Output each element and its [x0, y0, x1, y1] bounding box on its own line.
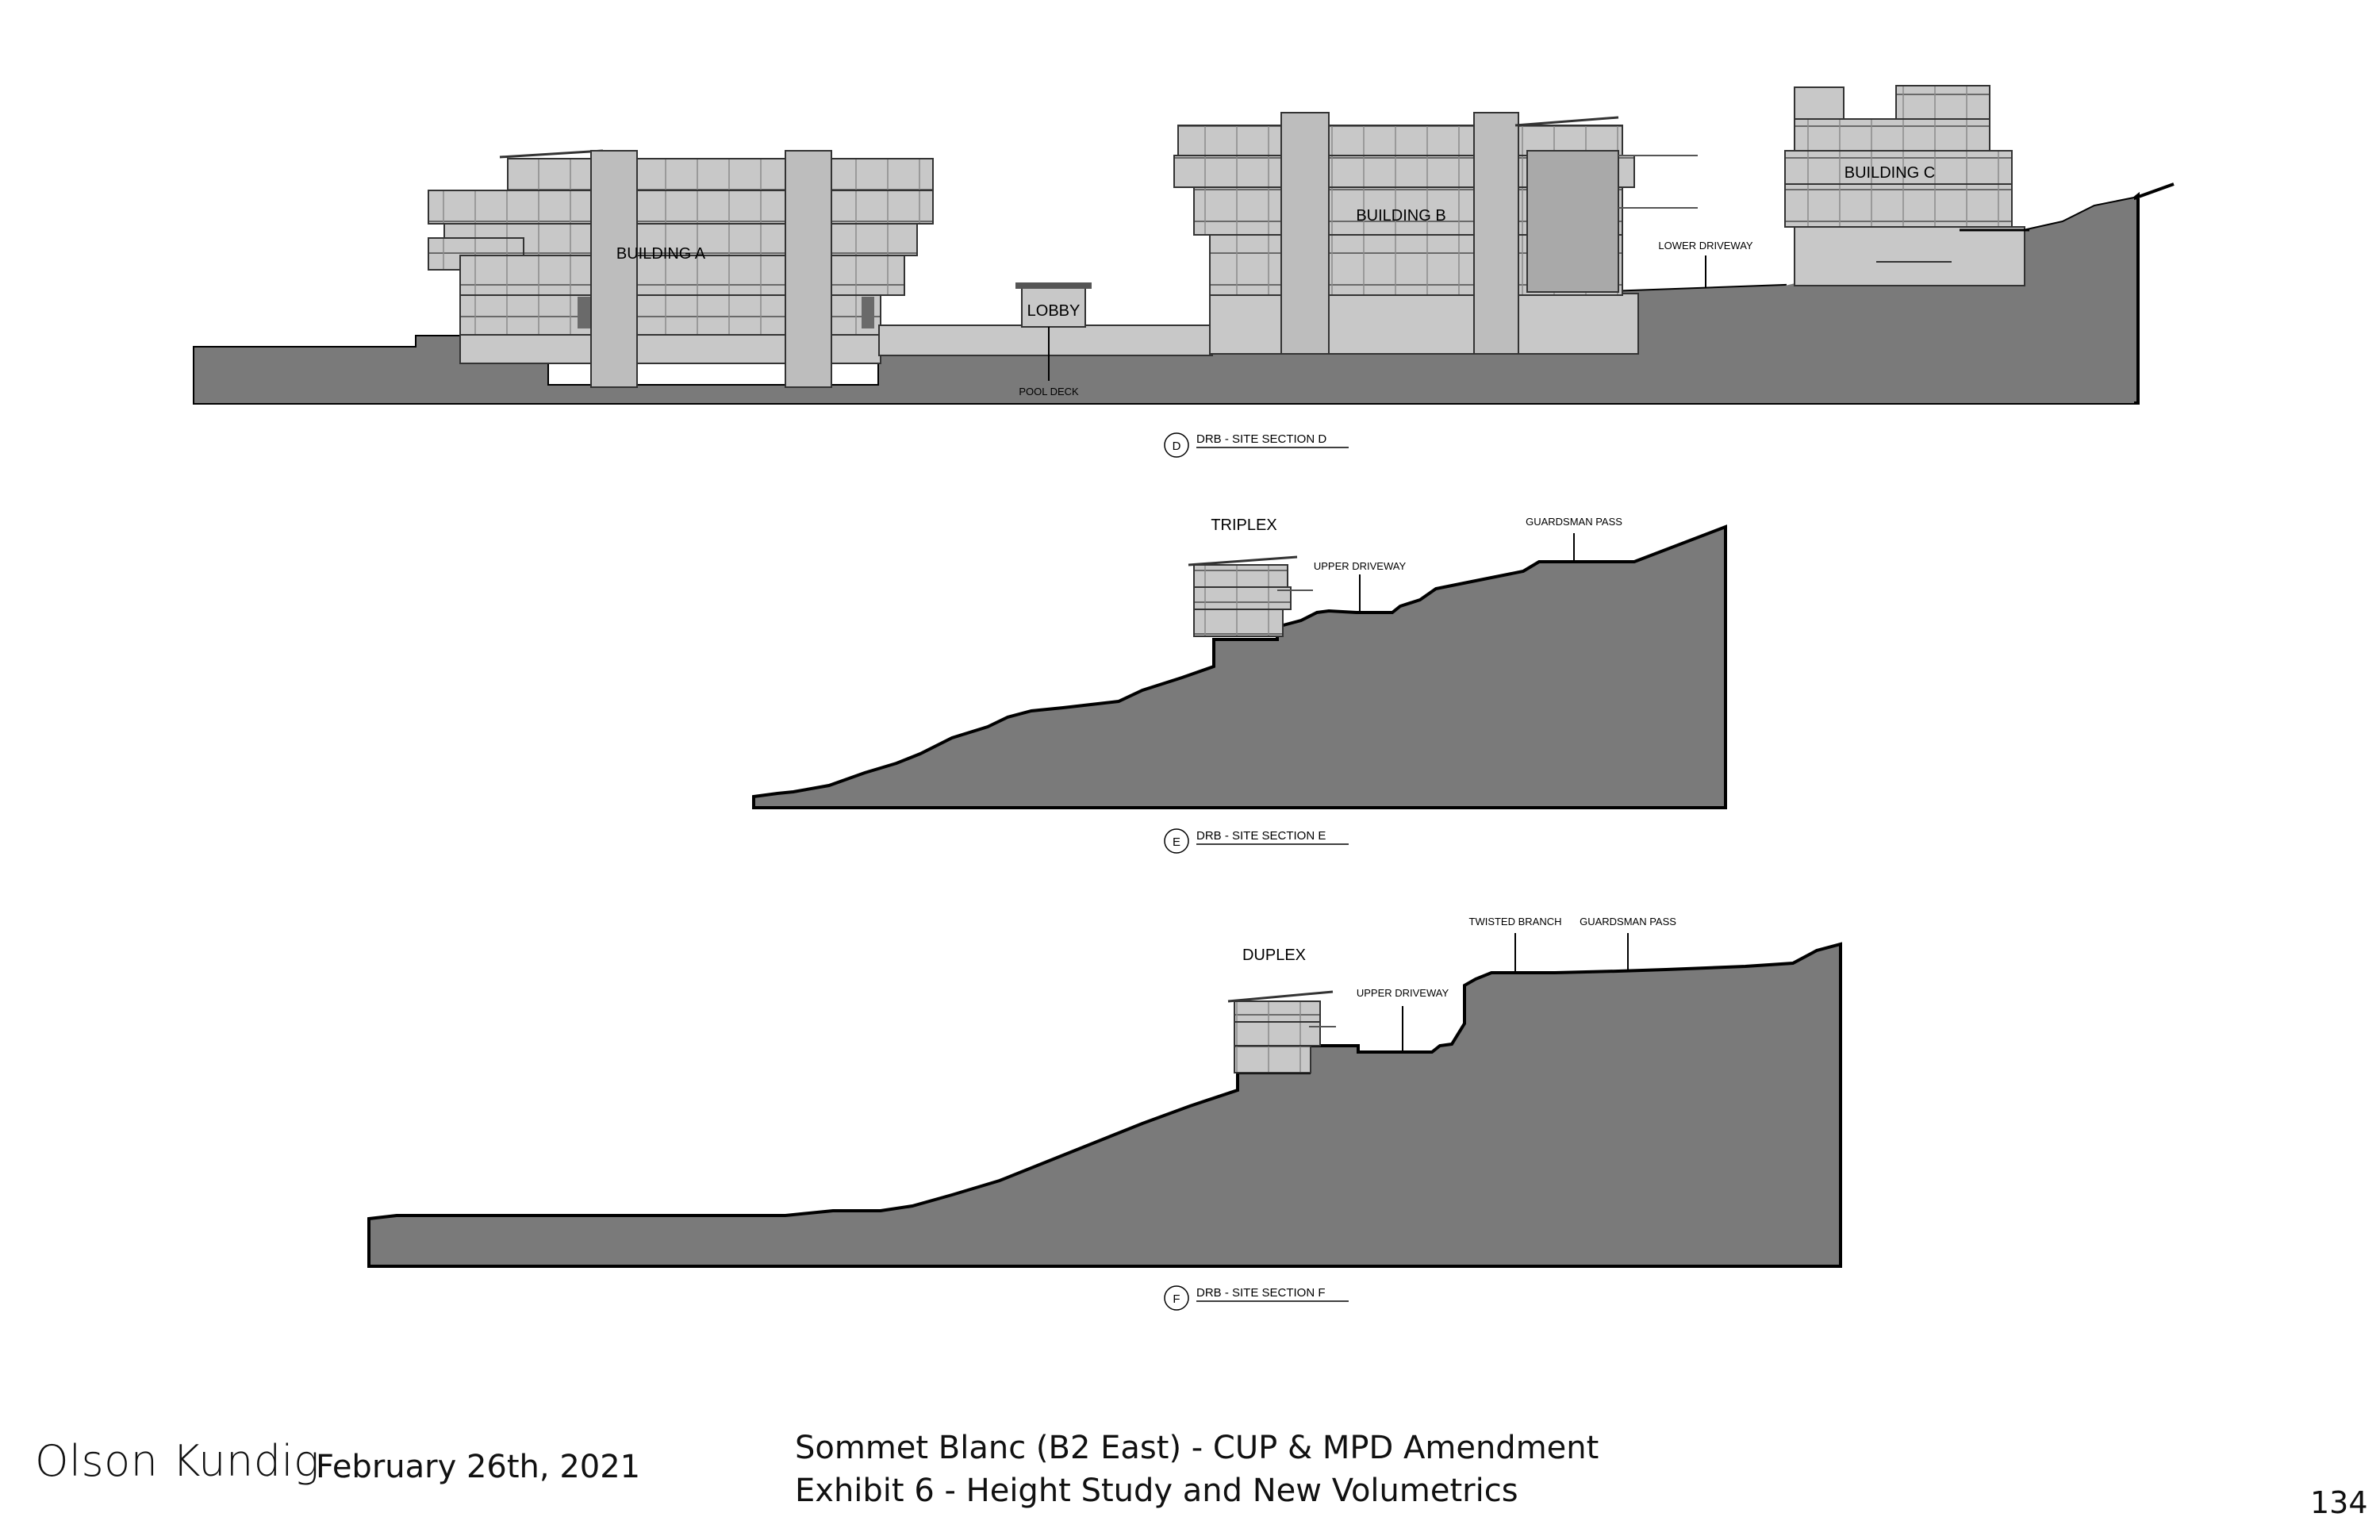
section-e-caption: DRB - SITE SECTION E: [1196, 829, 1326, 843]
triplex-building: [1188, 555, 1313, 637]
section-f-marker-letter: F: [1173, 1292, 1180, 1306]
label-pool-deck: POOL DECK: [1019, 386, 1079, 397]
label-building-a: BUILDING A: [616, 245, 706, 263]
section-f-marker: F DRB - SITE SECTION F: [1164, 1285, 1349, 1311]
site-section-e: TRIPLEX UPPER DRIVEWAY GUARDSMAN PASS E …: [752, 516, 1727, 854]
label-lobby: LOBBY: [1027, 302, 1081, 320]
building-c: [1784, 85, 2029, 286]
duplex-building: [1227, 990, 1336, 1073]
pool-deck-slab: [878, 325, 1213, 356]
section-d-caption: DRB - SITE SECTION D: [1196, 432, 1326, 446]
label-building-c: BUILDING C: [1844, 164, 1935, 182]
lobby-pavilion: [1015, 282, 1092, 381]
label-guardsman-pass-f: GUARDSMAN PASS: [1580, 916, 1676, 927]
exhibit-title: Exhibit 6 - Height Study and New Volumet…: [795, 1473, 1518, 1509]
label-upper-driveway-f: UPPER DRIVEWAY: [1357, 987, 1449, 999]
section-e-marker: E DRB - SITE SECTION E: [1164, 828, 1349, 854]
building-b: [1173, 112, 1698, 355]
section-d-ground-fill: [194, 198, 2134, 403]
page-number: 134: [2310, 1485, 2368, 1520]
site-section-d: BUILDING A BUILDING B BUILDING C LOBBY P…: [193, 85, 2175, 458]
project-title: Sommet Blanc (B2 East) - CUP & MPD Amend…: [795, 1430, 1599, 1466]
sheet-date: February 26th, 2021: [316, 1449, 641, 1485]
label-twisted-branch: TWISTED BRANCH: [1469, 916, 1562, 927]
label-triplex: TRIPLEX: [1211, 517, 1276, 534]
building-a: [428, 149, 934, 388]
section-f-caption: DRB - SITE SECTION F: [1196, 1286, 1326, 1300]
label-guardsman-pass-e: GUARDSMAN PASS: [1526, 516, 1622, 528]
section-e-marker-letter: E: [1173, 835, 1180, 849]
label-duplex: DUPLEX: [1242, 947, 1306, 964]
firm-logotype: Olson Kundig: [35, 1436, 320, 1486]
section-e-ground: [752, 524, 1727, 809]
label-lower-driveway: LOWER DRIVEWAY: [1658, 240, 1753, 252]
label-building-b: BUILDING B: [1356, 207, 1445, 225]
section-d-marker-letter: D: [1173, 440, 1181, 453]
section-d-marker: D DRB - SITE SECTION D: [1164, 432, 1349, 458]
site-section-f: DUPLEX UPPER DRIVEWAY TWISTED BRANCH GUA…: [367, 916, 1842, 1311]
label-upper-driveway-e: UPPER DRIVEWAY: [1314, 560, 1407, 572]
section-f-ground: [367, 942, 1842, 1268]
